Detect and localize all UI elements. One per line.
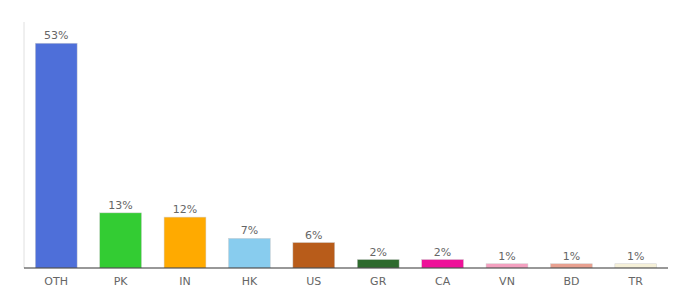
chart-svg: 53% 13% 12% 7% 6% 2% 2% 1% 1% 1% OTH PK IN HK US GR CA VN… bbox=[0, 0, 680, 300]
bar bbox=[357, 260, 399, 268]
bars bbox=[35, 43, 656, 268]
x-tick-label: VN bbox=[499, 275, 515, 288]
data-label: 13% bbox=[108, 199, 132, 212]
data-label: 2% bbox=[434, 246, 451, 259]
x-tick-label: CA bbox=[435, 275, 451, 288]
data-label: 1% bbox=[563, 250, 580, 263]
bar bbox=[550, 264, 592, 268]
data-label: 6% bbox=[305, 229, 322, 242]
bar bbox=[486, 264, 528, 268]
x-tick-label: HK bbox=[242, 275, 258, 288]
data-label: 7% bbox=[241, 224, 258, 237]
data-label: 2% bbox=[369, 246, 386, 259]
x-tick-label: OTH bbox=[44, 275, 68, 288]
bar bbox=[164, 217, 206, 268]
x-tick-label: BD bbox=[563, 275, 579, 288]
x-tick-label: PK bbox=[114, 275, 129, 288]
y-axis-line bbox=[24, 22, 25, 268]
data-label: 1% bbox=[498, 250, 515, 263]
bar bbox=[100, 213, 142, 268]
bar bbox=[422, 260, 464, 268]
x-tick-label: IN bbox=[179, 275, 190, 288]
data-label: 53% bbox=[44, 29, 68, 42]
bar bbox=[228, 238, 270, 268]
bar bbox=[35, 43, 77, 268]
x-axis-line bbox=[24, 267, 668, 268]
x-tick-label: TR bbox=[628, 275, 644, 288]
chart-container: 53% 13% 12% 7% 6% 2% 2% 1% 1% 1% OTH PK IN HK US GR CA VN… bbox=[0, 0, 680, 300]
bar bbox=[615, 264, 657, 268]
bar bbox=[293, 243, 335, 268]
x-tick-label: US bbox=[306, 275, 321, 288]
x-tick-label: GR bbox=[370, 275, 387, 288]
data-label: 12% bbox=[173, 203, 197, 216]
data-label: 1% bbox=[627, 250, 644, 263]
